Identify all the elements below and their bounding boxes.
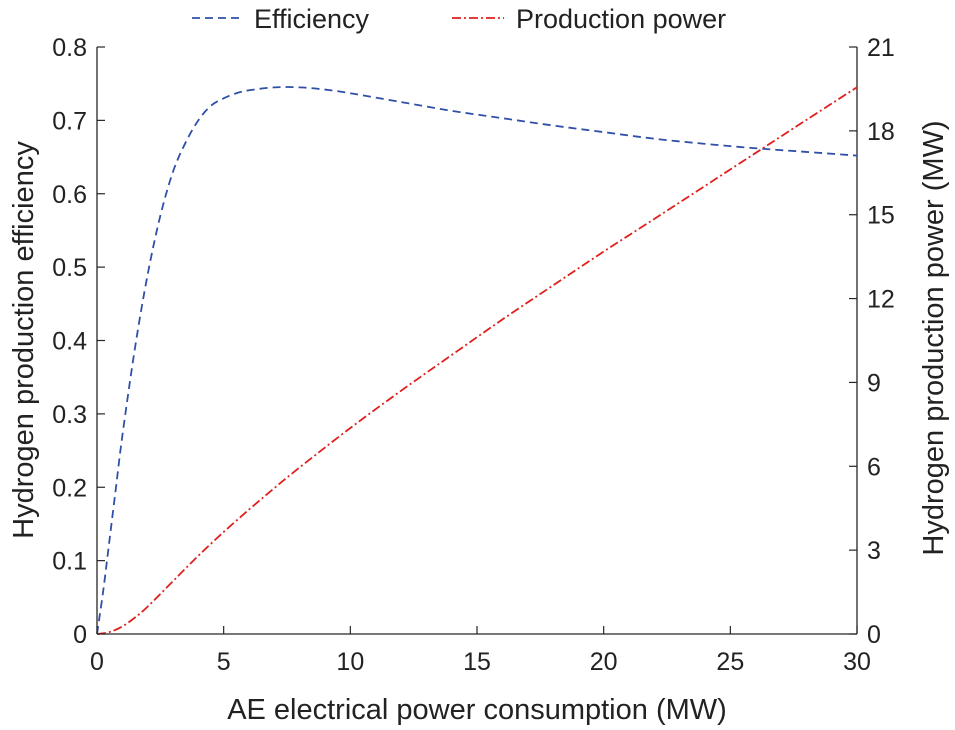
y-right-axis-title: Hydrogen production power (MW) — [918, 120, 950, 555]
plot-frame — [96, 47, 858, 635]
series-layer — [96, 86, 858, 635]
y-left-axis-title: Hydrogen production efficiency — [8, 141, 40, 539]
y-right-axis-ticks: 0 3 6 9 12 15 18 21 — [849, 34, 895, 649]
y-right-tick-label: 6 — [867, 453, 881, 481]
series-line-efficiency — [96, 86, 858, 635]
y-right-tick-label: 0 — [867, 621, 881, 649]
y-left-axis-ticks: 0 0.1 0.2 0.3 0.4 0.5 0.6 0.7 0.8 — [52, 34, 105, 649]
y-right-tick-label: 18 — [867, 118, 895, 146]
y-left-tick-label: 0.1 — [52, 548, 87, 576]
y-left-tick-label: 0.2 — [52, 474, 87, 502]
y-right-tick-label: 9 — [867, 369, 881, 397]
x-tick-label: 20 — [590, 648, 618, 676]
y-left-tick-label: 0.4 — [52, 328, 87, 356]
y-left-tick-label: 0 — [73, 621, 87, 649]
y-right-tick-label: 3 — [867, 537, 881, 565]
legend-label-efficiency: Efficiency — [254, 4, 370, 34]
x-tick-label: 25 — [716, 648, 744, 676]
y-right-tick-label: 21 — [867, 34, 895, 62]
y-left-tick-label: 0.8 — [52, 34, 87, 62]
x-axis-title: AE electrical power consumption (MW) — [227, 694, 727, 726]
y-right-tick-label: 15 — [867, 202, 895, 230]
x-tick-label: 15 — [463, 648, 491, 676]
y-left-tick-label: 0.5 — [52, 254, 87, 282]
x-tick-label: 0 — [90, 648, 104, 676]
x-tick-label: 5 — [217, 648, 231, 676]
y-left-tick-label: 0.7 — [52, 107, 87, 135]
legend-label-production-power: Production power — [516, 4, 726, 34]
x-tick-label: 30 — [843, 648, 871, 676]
y-left-tick-label: 0.3 — [52, 401, 87, 429]
y-left-tick-label: 0.6 — [52, 181, 87, 209]
x-tick-label: 10 — [336, 648, 364, 676]
series-line-production-power — [96, 86, 858, 635]
legend: Efficiency Production power — [192, 4, 726, 34]
x-axis-ticks: 0 5 10 15 20 25 30 — [90, 626, 871, 676]
y-right-tick-label: 12 — [867, 286, 895, 314]
